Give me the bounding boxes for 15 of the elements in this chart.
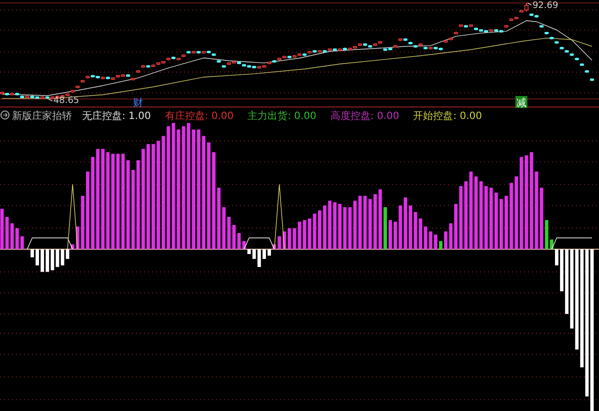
text: 开始控盘: 0.00 <box>413 110 482 122</box>
bar <box>66 249 70 259</box>
text: 无庄控盘: 1.00 <box>82 110 151 122</box>
text: 有庄控盘: 0.00 <box>164 110 234 122</box>
bar <box>439 241 442 250</box>
annotation: 减 <box>516 97 526 109</box>
bar <box>60 249 64 266</box>
annotation: 财 <box>133 97 144 109</box>
text: 主力出货: 0.00 <box>248 110 316 122</box>
annotation: 48.65 <box>53 96 80 106</box>
text: 高度控盘: 0.00 <box>330 110 400 122</box>
bar <box>384 207 387 250</box>
annotation: 92.69 <box>532 1 558 11</box>
chart-title: 新版庄家抬轿 <box>12 110 72 122</box>
bar <box>540 188 544 250</box>
